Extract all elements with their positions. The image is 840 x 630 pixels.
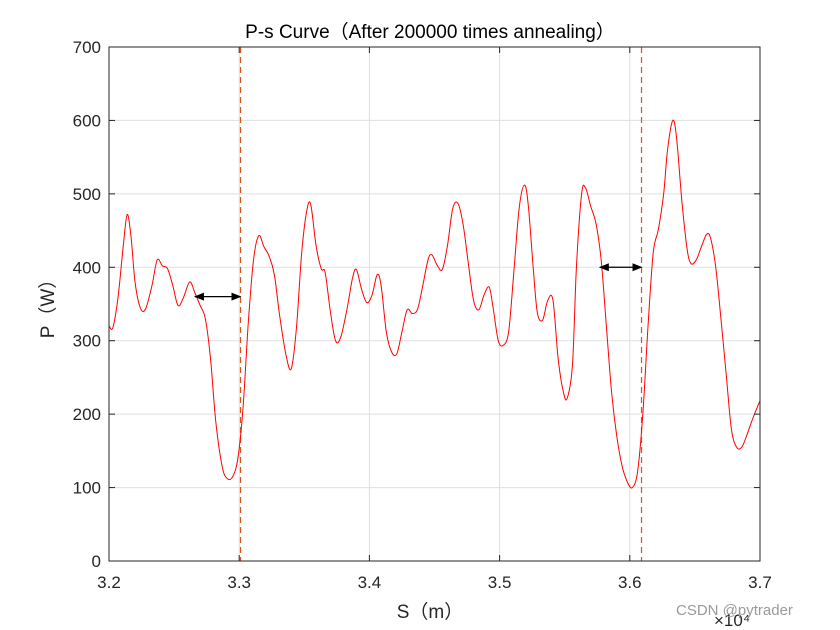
series-layer (109, 119, 760, 489)
y-tick-label: 300 (73, 332, 101, 351)
x-tick-label: 3.2 (97, 573, 121, 592)
series-line (109, 119, 760, 489)
plot-frame (108, 46, 761, 562)
axis-ticks: 3.2 3.3 3.4 3.5 3.6 3.7 0 100 200 300 400 500 600 700 (73, 38, 772, 592)
chart-title: P-s Curve（After 200000 times annealing） (245, 21, 615, 43)
x-exponent-label: ×10⁴ (714, 611, 750, 630)
plot-background (109, 47, 760, 561)
y-axis-label: P（W） (37, 270, 59, 339)
x-axis-label: S（m） (397, 601, 464, 623)
y-tick-label: 0 (92, 552, 101, 571)
arrow-annotations (193, 263, 643, 301)
y-tick-label: 600 (73, 111, 101, 130)
y-tick-label: 100 (73, 479, 101, 498)
x-tick-label: 3.3 (227, 573, 251, 592)
x-tick-label: 3.4 (358, 573, 382, 592)
x-tick-label: 3.6 (618, 573, 642, 592)
y-tick-label: 700 (73, 38, 101, 57)
y-tick-label: 200 (73, 405, 101, 424)
y-tick-label: 400 (73, 258, 101, 277)
watermark: CSDN @pytrader (676, 602, 793, 619)
y-tick-label: 500 (73, 185, 101, 204)
reference-lines (239, 47, 643, 561)
x-tick-label: 3.7 (748, 573, 772, 592)
x-tick-label: 3.5 (488, 573, 512, 592)
